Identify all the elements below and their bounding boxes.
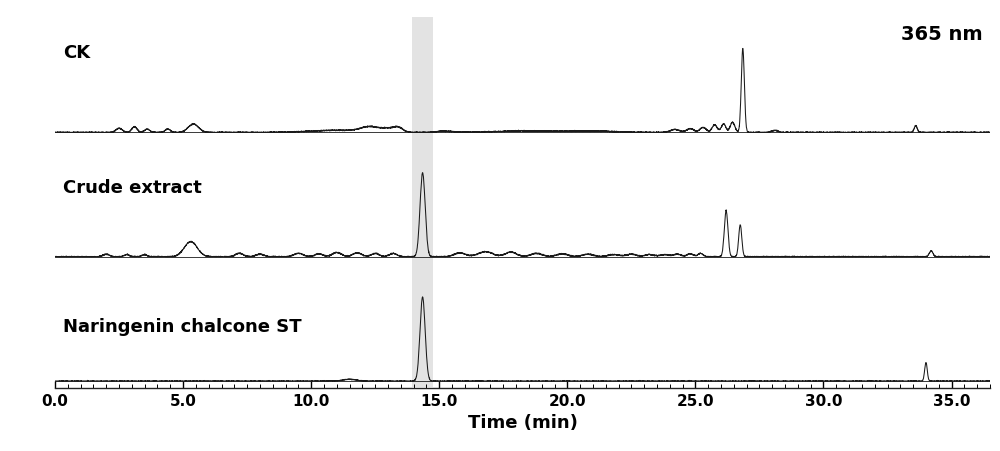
Text: Crude extract: Crude extract (63, 179, 201, 197)
Text: CK: CK (63, 44, 90, 62)
Text: Naringenin chalcone ST: Naringenin chalcone ST (63, 317, 301, 335)
Text: 365 nm: 365 nm (901, 25, 982, 44)
X-axis label: Time (min): Time (min) (468, 413, 577, 431)
Bar (412, 10, 433, 387)
